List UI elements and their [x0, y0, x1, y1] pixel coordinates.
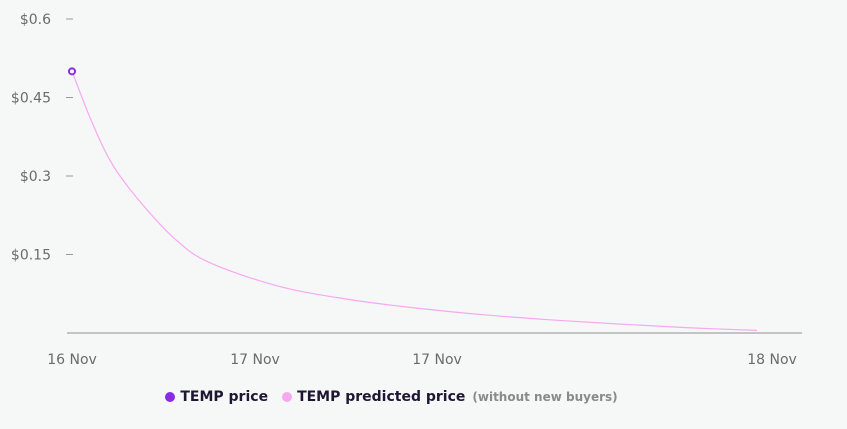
x-axis: 16 Nov 17 Nov 17 Nov 18 Nov [47, 352, 797, 368]
series-layer [68, 67, 758, 331]
y-tick-label-0: $0.6 [20, 12, 51, 28]
legend-label-temp-predicted-price: TEMP predicted price [297, 389, 466, 405]
predicted-price-line [71, 71, 758, 331]
legend-note: (without new buyers) [472, 390, 618, 404]
legend-label-temp-price: TEMP price [180, 389, 269, 405]
x-tick-label-2: 17 Nov [412, 352, 462, 368]
y-axis: $0.6 $0.45 $0.3 $0.15 [11, 12, 73, 264]
x-tick-label-0: 16 Nov [47, 352, 97, 368]
x-tick-label-3: 18 Nov [747, 352, 797, 368]
legend-item-temp-price[interactable]: TEMP price [165, 389, 268, 405]
legend-marker-temp-price-icon [165, 392, 176, 402]
y-tick-label-3: $0.15 [11, 248, 51, 264]
temp-price-point-0[interactable] [68, 67, 76, 76]
legend: TEMP price TEMP predicted price (without… [0, 389, 783, 405]
price-chart: $0.6 $0.45 $0.3 $0.15 16 Nov 17 Nov 17 Nov 18 … [11, 12, 802, 368]
y-tick-label-1: $0.45 [11, 91, 51, 107]
legend-item-temp-predicted-price[interactable]: TEMP predicted price (without new buyers… [282, 389, 618, 405]
legend-marker-predicted-price-icon [282, 392, 293, 402]
x-tick-label-1: 17 Nov [230, 352, 280, 368]
y-tick-label-2: $0.3 [20, 169, 51, 185]
